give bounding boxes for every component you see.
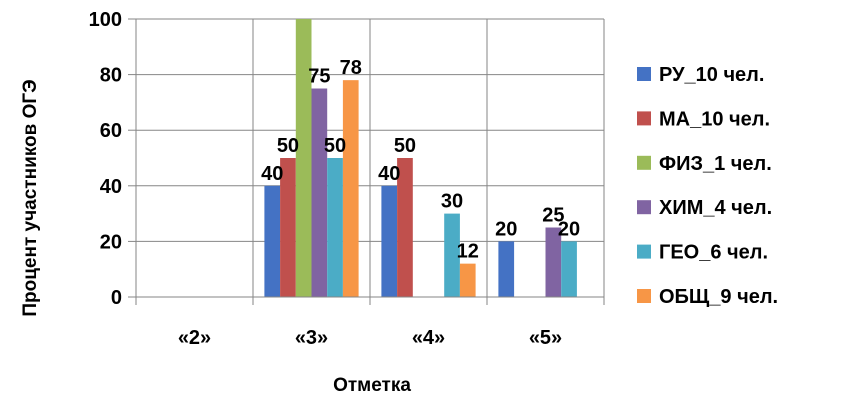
x-tick-label: «3» [295, 327, 328, 349]
legend-swatch [637, 200, 651, 215]
legend-swatch [637, 67, 651, 81]
legend-label: ФИЗ_1 чел. [659, 153, 772, 175]
data-label: 50 [324, 135, 346, 157]
data-label: 50 [277, 135, 299, 157]
bar [397, 158, 413, 297]
y-tick-label: 100 [89, 9, 122, 31]
data-label: 40 [261, 163, 283, 185]
y-tick-labels: 0 20 40 60 80 100 [89, 9, 122, 309]
data-label: 75 [308, 66, 330, 88]
y-axis-title: Процент участников ОГЭ [20, 79, 41, 316]
y-tick-label: 40 [100, 176, 122, 198]
bar [381, 185, 398, 297]
legend-swatch [637, 155, 651, 170]
legend-swatch [637, 289, 651, 303]
bars [264, 19, 577, 297]
x-tick-label: «5» [529, 327, 562, 349]
data-label: 20 [558, 218, 580, 240]
legend-swatch [637, 244, 651, 259]
bar [545, 227, 562, 297]
bar [264, 185, 281, 297]
legend-label: ХИМ_4 чел. [659, 197, 772, 219]
y-tick-label: 20 [100, 231, 122, 253]
bar [311, 88, 328, 297]
legend-label: ОБЩ_9 чел. [659, 286, 778, 308]
bar [280, 158, 296, 297]
x-tick-label: «2» [178, 327, 211, 349]
x-tick-label: «4» [412, 327, 445, 349]
y-tick-label: 80 [100, 65, 122, 87]
bar [498, 241, 515, 297]
y-tick-label: 0 [111, 287, 122, 309]
legend-label: ГЕО_6 чел. [659, 242, 768, 264]
y-tick-label: 60 [100, 120, 122, 142]
bar [295, 19, 312, 297]
gridlines [128, 18, 605, 305]
x-tick-labels: «2» «3» «4» «5» [178, 327, 562, 349]
data-label: 40 [378, 163, 400, 185]
data-label: 78 [340, 57, 362, 79]
legend-label: МА_10 чел. [659, 108, 770, 130]
data-label: 30 [441, 191, 463, 213]
data-label: 25 [542, 205, 564, 227]
legend: РУ_10 чел. МА_10 чел. ФИЗ_1 чел. ХИМ_4 чел.… [637, 64, 778, 308]
data-label: 12 [457, 241, 479, 263]
bar [444, 213, 460, 297]
legend-swatch [637, 111, 651, 126]
bar [561, 241, 577, 297]
axes [135, 19, 604, 298]
bar [459, 263, 476, 297]
bar [327, 158, 343, 297]
x-axis-title: Отметка [333, 375, 411, 396]
data-label: 50 [394, 135, 416, 157]
bar [342, 80, 359, 297]
legend-label: РУ_10 чел. [659, 64, 764, 86]
data-label: 20 [495, 218, 517, 240]
